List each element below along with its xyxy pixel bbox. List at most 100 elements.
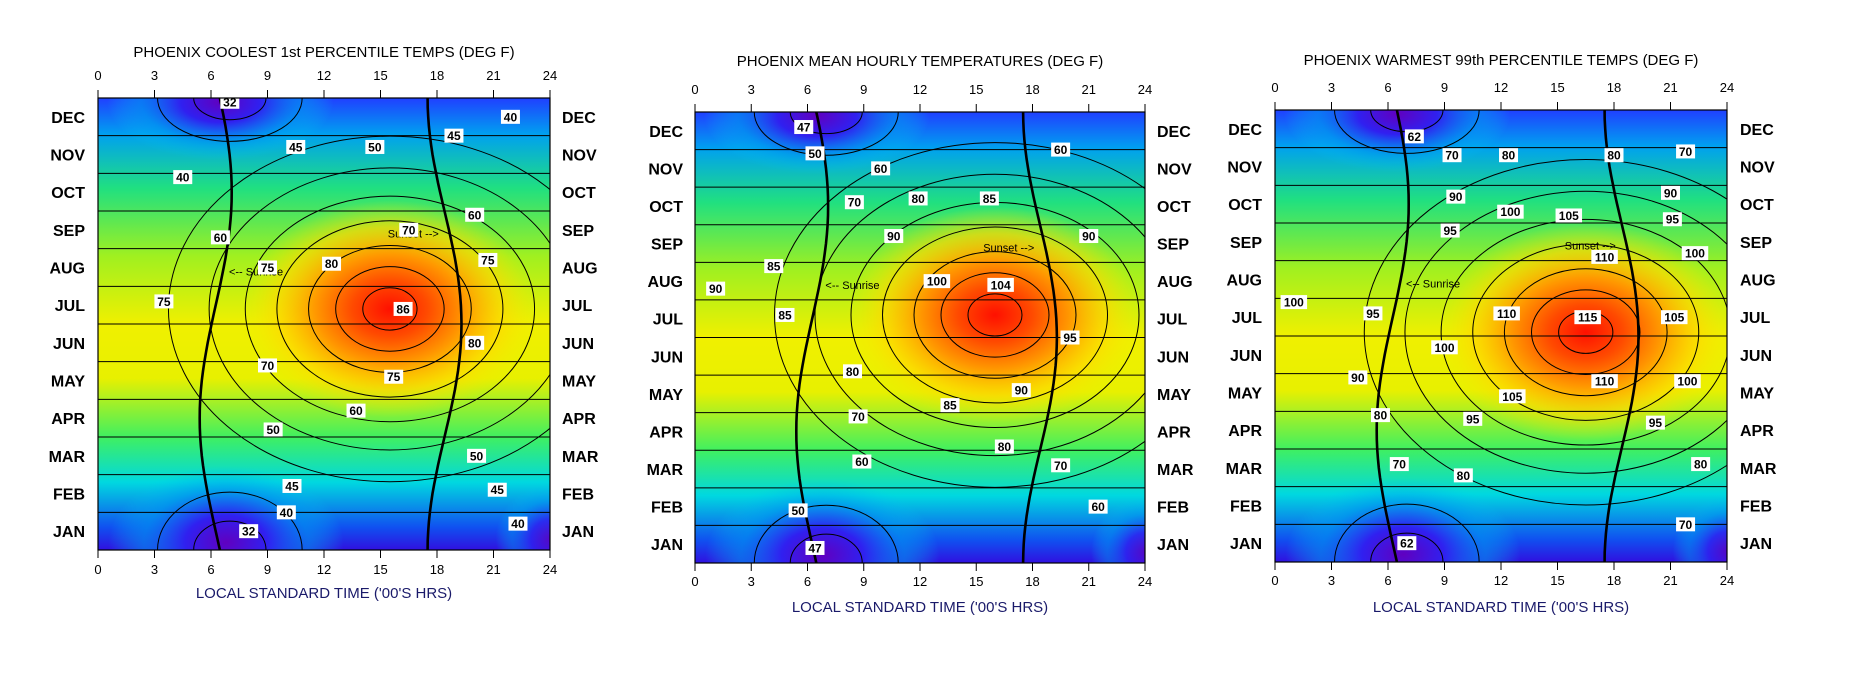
month-label-left: JAN xyxy=(1230,536,1262,553)
contour-label-bg xyxy=(508,516,528,531)
contour-line xyxy=(335,266,445,352)
contour-label: 50 xyxy=(470,449,484,463)
contour-line xyxy=(774,142,1145,488)
x-tick-top: 6 xyxy=(804,82,811,97)
month-label-left: MAR xyxy=(1226,461,1263,478)
contour-label: 110 xyxy=(1595,250,1615,264)
contour-label-bg xyxy=(940,398,960,413)
contour-label-bg xyxy=(994,439,1014,454)
x-tick-bottom: 24 xyxy=(543,562,557,577)
month-label-left: JUL xyxy=(653,312,683,329)
contour-label-bg xyxy=(263,422,283,437)
contour-label-bg xyxy=(1676,144,1696,159)
contour-label-bg xyxy=(1645,415,1665,430)
contour-label-bg xyxy=(1446,189,1466,204)
contour-label: 47 xyxy=(797,121,811,135)
contour-label-bg xyxy=(322,256,342,271)
contour-label-bg xyxy=(775,307,795,322)
contour-label: 100 xyxy=(1685,247,1705,261)
x-tick-bottom: 0 xyxy=(1271,573,1278,588)
contour-label: 95 xyxy=(1649,416,1663,430)
contour-label: 105 xyxy=(1664,311,1684,325)
sunrise-label: <-- Sunrise xyxy=(1406,278,1460,290)
month-label-right: NOV xyxy=(562,148,597,165)
x-tick-bottom: 12 xyxy=(913,574,927,589)
contour-label: 80 xyxy=(1502,149,1516,163)
month-label-right: JUN xyxy=(1157,349,1189,366)
x-tick-bottom: 21 xyxy=(1082,574,1096,589)
contour-label-bg xyxy=(788,503,808,518)
x-tick-bottom: 6 xyxy=(1384,573,1391,588)
contour-label-bg xyxy=(1404,129,1424,144)
x-tick-top: 3 xyxy=(151,68,158,83)
contour-label: 95 xyxy=(1443,224,1457,238)
month-label-right: DEC xyxy=(1740,122,1774,139)
contour-label: 95 xyxy=(1666,213,1680,227)
contour-label: 45 xyxy=(289,140,303,154)
contour-label-bg xyxy=(844,195,864,210)
heatmap-surface xyxy=(1275,110,1727,562)
contour-label: 80 xyxy=(1607,149,1621,163)
contour-label: 75 xyxy=(387,370,401,384)
x-tick-top: 18 xyxy=(1025,82,1039,97)
x-tick-bottom: 9 xyxy=(1441,573,1448,588)
cold-region-night xyxy=(1091,497,1145,563)
contour-label-bg xyxy=(1370,408,1390,423)
x-tick-top: 18 xyxy=(430,68,444,83)
contour-label: 115 xyxy=(1578,311,1598,325)
month-label-right: SEP xyxy=(1740,235,1772,252)
sunrise-curve xyxy=(794,111,830,564)
x-tick-top: 0 xyxy=(691,82,698,97)
contour-label-bg xyxy=(1280,295,1308,310)
contour-label-bg xyxy=(286,139,306,154)
contour-label: 60 xyxy=(349,404,363,418)
month-label-right: MAR xyxy=(1740,461,1777,478)
contour-label: 110 xyxy=(1497,307,1517,321)
month-label-left: JUN xyxy=(651,349,683,366)
contour-line xyxy=(1503,268,1668,397)
contour-label-bg xyxy=(1442,148,1462,163)
contour-label-bg xyxy=(1499,389,1526,404)
month-label-right: MAY xyxy=(1740,386,1774,403)
month-label-right: FEB xyxy=(1157,500,1189,517)
x-tick-bottom: 15 xyxy=(969,574,983,589)
contour-label-bg xyxy=(1574,310,1601,325)
x-tick-top: 15 xyxy=(373,68,387,83)
contour-label: 50 xyxy=(791,504,805,518)
contour-label: 70 xyxy=(1679,145,1693,159)
contour-label: 45 xyxy=(447,129,461,143)
contour-label: 45 xyxy=(491,483,505,497)
contour-line xyxy=(753,112,899,156)
contour-label-bg xyxy=(393,301,413,316)
contour-line xyxy=(193,520,267,550)
contour-label-bg xyxy=(843,364,862,379)
month-label-left: OCT xyxy=(649,199,683,216)
month-label-right: DEC xyxy=(1157,124,1191,141)
month-label-right: AUG xyxy=(562,261,598,278)
contour-line xyxy=(882,226,1108,404)
month-label-left: FEB xyxy=(1230,499,1262,516)
contour-label: 100 xyxy=(1284,296,1304,310)
month-label-left: MAY xyxy=(649,387,683,404)
contour-label: 60 xyxy=(1091,500,1105,514)
contour-label-bg xyxy=(852,454,872,469)
sunset-label: Sunset --> xyxy=(1565,241,1616,253)
x-tick-bottom: 21 xyxy=(1663,573,1677,588)
cold-region-dec xyxy=(107,98,334,161)
x-tick-bottom: 0 xyxy=(94,562,101,577)
contour-label: 40 xyxy=(504,110,518,124)
x-tick-top: 9 xyxy=(264,68,271,83)
x-tick-top: 12 xyxy=(317,68,331,83)
contour-label: 105 xyxy=(1559,209,1579,223)
contour-label-bg xyxy=(1389,457,1409,472)
contour-line xyxy=(362,287,418,331)
contour-label: 95 xyxy=(1366,307,1380,321)
contour-label-bg xyxy=(1060,330,1080,345)
contour-line xyxy=(913,251,1077,379)
contour-label: 85 xyxy=(943,399,957,413)
contour-label: 60 xyxy=(468,208,482,222)
x-axis-label: LOCAL STANDARD TIME ('00'S HRS) xyxy=(792,599,1048,616)
contour-line xyxy=(1404,190,1727,474)
contour-line xyxy=(1440,218,1727,446)
